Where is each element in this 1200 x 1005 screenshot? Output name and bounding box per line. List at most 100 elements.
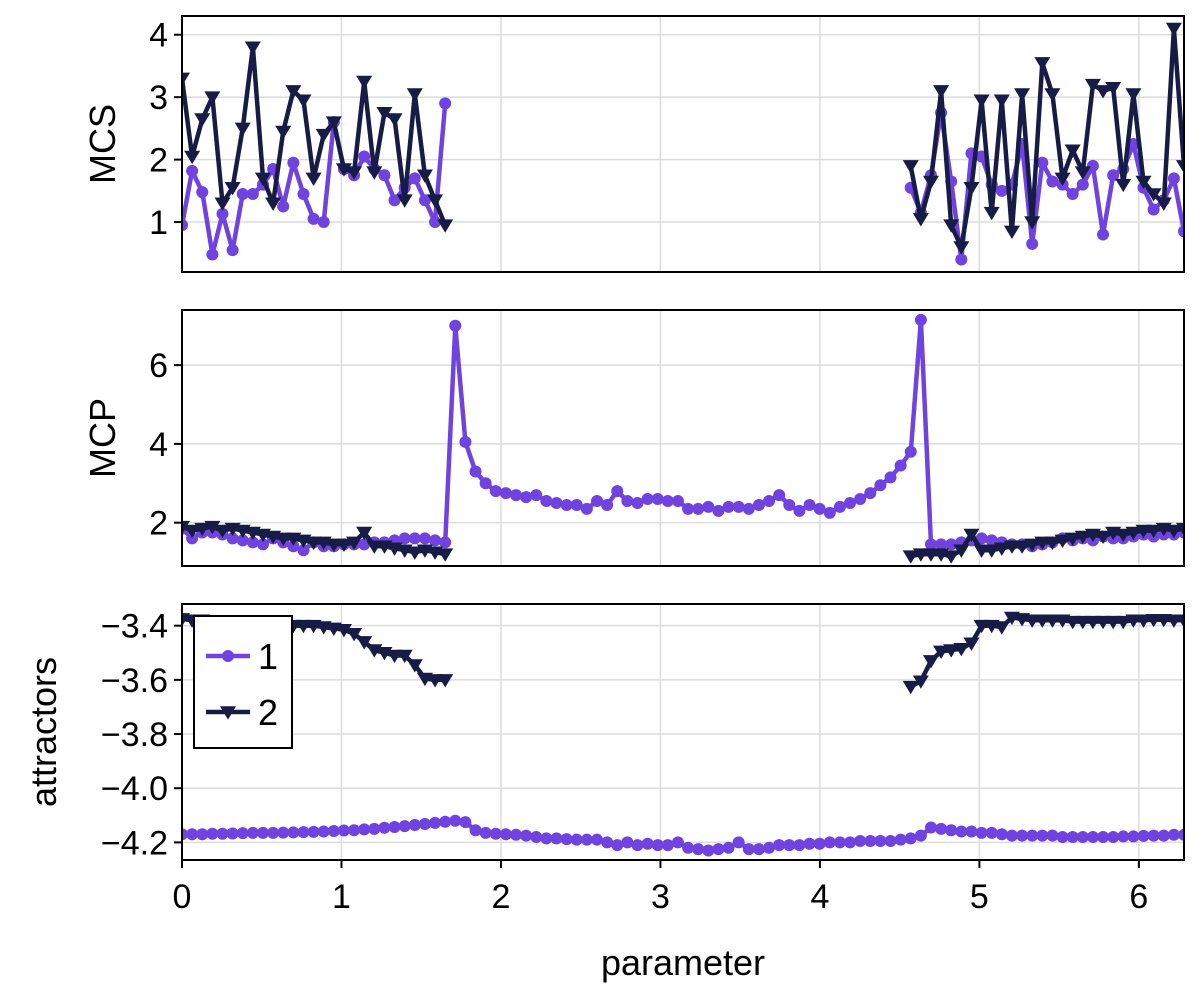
series-2-line <box>909 615 1184 689</box>
series-1-point <box>1076 178 1089 191</box>
series-1-point <box>570 498 583 511</box>
series-1-point <box>499 487 512 500</box>
series-1-point <box>297 826 310 839</box>
series-2-point <box>406 659 423 673</box>
y-tick-label: 4 <box>149 17 168 55</box>
series-1-point <box>1056 830 1069 843</box>
series-1-point <box>287 156 300 169</box>
series-1-point <box>712 504 725 517</box>
series-1-point <box>651 493 664 506</box>
series-2-point <box>194 522 211 537</box>
series-2-point <box>204 520 221 535</box>
series-1-point <box>226 532 239 545</box>
series-2-point <box>1176 522 1184 537</box>
series-2-point <box>346 166 363 180</box>
plot-area <box>182 313 1184 564</box>
series-1-point <box>439 815 452 828</box>
series-1-point <box>1036 829 1049 842</box>
series-1-point <box>267 826 280 839</box>
y-tick-label: 6 <box>149 347 168 385</box>
series-1-point <box>196 186 209 199</box>
series-2-point <box>973 619 990 634</box>
series-1-point <box>1178 225 1184 238</box>
y-axis-label: MCP <box>82 398 123 478</box>
series-2-point <box>1054 534 1071 548</box>
series-1-point <box>864 835 877 848</box>
series-2-point <box>1034 614 1051 628</box>
series-1-point <box>995 828 1008 841</box>
series-1-point <box>469 824 482 837</box>
legend-swatch-marker <box>222 650 234 662</box>
x-tick-label: 4 <box>810 878 829 916</box>
series-2-point <box>953 642 970 657</box>
series-2-point <box>902 550 919 564</box>
series-2-point <box>234 122 251 136</box>
series-2-point <box>1145 613 1162 628</box>
series-1-point <box>317 216 330 229</box>
series-1-point <box>560 498 573 511</box>
series-1-point <box>530 489 543 502</box>
series-2-point <box>1095 530 1112 545</box>
legend-swatch-marker <box>220 706 236 720</box>
series-2-point <box>993 94 1010 108</box>
series-2-point <box>437 219 454 233</box>
series-2-point <box>943 219 960 233</box>
series-2-point <box>1165 22 1182 37</box>
series-2 <box>182 611 1184 695</box>
series-2-point <box>1044 614 1061 628</box>
series-2-point <box>275 532 292 547</box>
series-1-point <box>186 164 199 177</box>
series-2-point <box>1064 144 1081 158</box>
series-1-point <box>742 843 755 856</box>
series-1-point <box>763 495 776 508</box>
series-2-point <box>346 536 363 550</box>
x-tick-label: 2 <box>491 878 510 916</box>
series-1-point <box>418 817 431 830</box>
series-1-point <box>722 500 735 513</box>
series-1-point <box>935 822 948 835</box>
series-2-point <box>214 197 231 211</box>
grid <box>181 604 1184 860</box>
series-1-point <box>864 487 877 500</box>
series-1-point <box>398 532 411 545</box>
series-1-point <box>388 194 401 207</box>
series-1-point <box>590 495 603 508</box>
series-1-point <box>955 253 968 266</box>
series-1-point <box>985 826 998 839</box>
series-2-point <box>912 213 929 227</box>
legend-label: 1 <box>258 636 278 677</box>
series-2-point <box>1135 524 1152 539</box>
series-2-point <box>1105 82 1122 96</box>
series-1-point <box>601 498 614 511</box>
plot-area <box>182 611 1184 857</box>
series-1-point <box>1066 830 1079 843</box>
series-1-point <box>226 827 239 840</box>
series-1-point <box>611 839 624 852</box>
series-2-point <box>437 548 454 562</box>
x-tick-label: 1 <box>332 878 351 916</box>
series-1-point <box>1127 830 1140 843</box>
series-1-point <box>186 532 199 545</box>
series-2-point <box>963 181 980 196</box>
series-2-point <box>437 674 454 688</box>
series-1-point <box>1036 156 1049 169</box>
series-1-point <box>833 836 846 849</box>
series-1-point <box>894 459 907 472</box>
series-1-point <box>904 445 917 458</box>
series-1-point <box>1167 828 1180 841</box>
series-1-point <box>550 496 563 509</box>
series-1-point <box>631 496 644 509</box>
series-2-point <box>1135 614 1152 628</box>
series-2-point <box>1074 615 1091 630</box>
series-1-point <box>358 150 371 163</box>
series-1-point <box>692 502 705 515</box>
series-2-point <box>953 544 970 558</box>
series-1-point <box>1066 187 1079 200</box>
series-1-point <box>327 825 340 838</box>
series-1-point <box>226 244 239 257</box>
series-1-point <box>894 833 907 846</box>
series-1-point <box>277 826 290 839</box>
series-2-point <box>224 181 241 196</box>
series-2-point <box>1084 78 1101 93</box>
